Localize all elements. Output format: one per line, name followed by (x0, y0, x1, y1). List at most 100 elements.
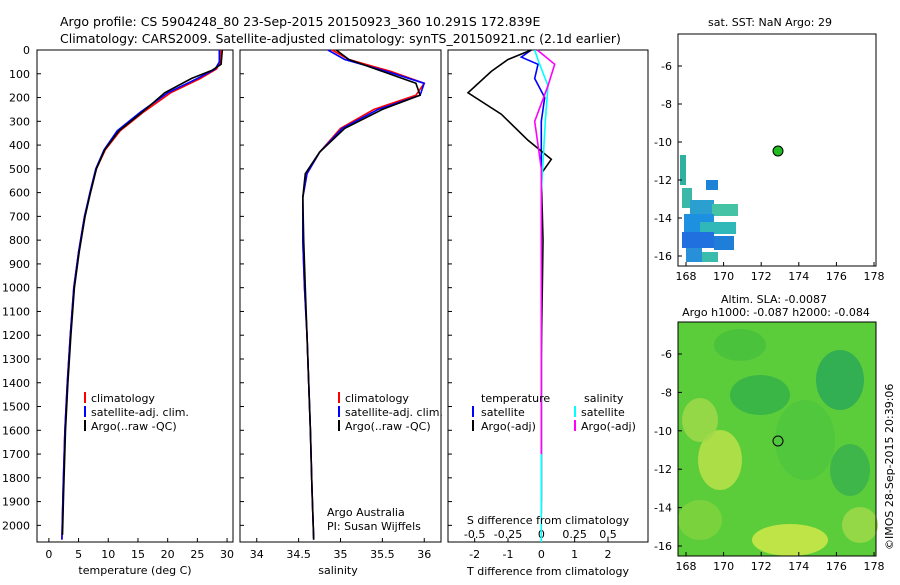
difference-t-tick-label: -1 (503, 548, 514, 561)
sla-xtick-label: 174 (788, 560, 809, 573)
sla-map (677, 321, 878, 557)
temperature-x-axis: 0 5 10 15 20 25 30 (45, 538, 234, 561)
temperature-xtick-label: 5 (75, 548, 82, 561)
difference-t-tick-label: 0 (538, 548, 545, 561)
sst-map-border (677, 33, 877, 267)
legend-swatch-climatology (84, 392, 86, 403)
legend-label-satellite: satellite-adj. clim. (345, 406, 443, 419)
sst-map (677, 33, 877, 267)
difference-t-tick-label: 2 (605, 548, 612, 561)
depth-tick-label: 1100 (2, 305, 30, 318)
temperature-series (61, 49, 224, 540)
sla-ytick-label: -16 (654, 540, 672, 553)
sst-ytick-label: -10 (654, 136, 672, 149)
sla-map-border (677, 321, 877, 557)
salinity-xlabel: salinity (318, 564, 358, 577)
legend-title-temperature: temperature (481, 392, 550, 405)
sst-map-title: sat. SST: NaN Argo: 29 (708, 16, 832, 29)
sla-ytick-label: -8 (661, 386, 672, 399)
salinity-x-axis: 34 34.5 35 35.5 36 (250, 538, 431, 561)
depth-tick-label: 0 (23, 44, 30, 57)
legend-swatch-argo (84, 420, 86, 431)
sst-patch (682, 188, 692, 208)
legend-swatch-sal-satellite (574, 406, 576, 417)
salinity-xtick-label: 34.5 (286, 548, 311, 561)
sla-xtick-label: 178 (864, 560, 885, 573)
depth-tick-label: 400 (9, 139, 30, 152)
temperature-xtick-label: 20 (161, 548, 175, 561)
depth-tick-label: 2000 (2, 519, 30, 532)
depth-tick-label: 600 (9, 187, 30, 200)
sla-ytick-label: -14 (654, 502, 672, 515)
temperature-legend: climatology satellite-adj. clim. Argo(..… (84, 392, 189, 433)
sla-xtick-label: 170 (713, 560, 734, 573)
pi-note: PI: Susan Wijffels (327, 520, 421, 533)
sst-patch (702, 252, 718, 262)
legend-label-sal-argo: Argo(-adj) (581, 420, 636, 433)
sla-field-patch (816, 350, 864, 410)
s-difference-label: S difference from climatology (467, 514, 630, 527)
sst-xtick-label: 170 (713, 270, 734, 283)
sla-ytick-label: -6 (661, 348, 672, 361)
sst-ytick-label: -6 (661, 60, 672, 73)
sla-field-patch (830, 444, 870, 496)
legend-swatch-argo (338, 420, 340, 431)
sla-ytick-label: -12 (654, 463, 672, 476)
depth-tick-label: 700 (9, 210, 30, 223)
legend-swatch-satellite (84, 406, 86, 417)
depth-tick-label: 1600 (2, 424, 30, 437)
sla-field-patch (842, 507, 878, 543)
sla-argo-location-marker (772, 435, 784, 447)
temperature-xtick-label: 30 (220, 548, 234, 561)
depth-axis: 0 100 200 300 400 500 600 700 800 900 1000 1100 1200… (2, 44, 452, 532)
legend-label-argo: Argo(..raw -QC) (91, 420, 177, 433)
depth-tick-label: 900 (9, 258, 30, 271)
sst-patch (682, 232, 714, 248)
legend-label-argo: Argo(..raw -QC) (345, 420, 431, 433)
sla-map-title-1: Altim. SLA: -0.0087 (721, 293, 827, 306)
sst-patch (712, 204, 738, 216)
sst-patch (706, 180, 718, 190)
legend-swatch-satellite (338, 406, 340, 417)
legend-label-climatology: climatology (345, 392, 409, 405)
sla-field-patch (698, 430, 742, 490)
salinity-panel-frame (239, 49, 442, 543)
sst-patch (680, 155, 686, 185)
depth-tick-label: 1500 (2, 401, 30, 414)
difference-t-tick-label: 1 (571, 548, 578, 561)
legend-swatch-temp-satellite (472, 406, 474, 417)
sla-map-title-2: Argo h1000: -0.087 h2000: -0.084 (682, 306, 870, 319)
depth-tick-label: 100 (9, 68, 30, 81)
sla-field-patch (678, 500, 722, 540)
difference-t-tick-label: -2 (469, 548, 480, 561)
difference-s-tick-label: 0.5 (599, 528, 617, 541)
temperature-climatology-line (61, 50, 222, 540)
salinity-xtick-label: 35 (334, 548, 348, 561)
sla-field-patch (730, 375, 790, 415)
temperature-argo-raw-qc--line (61, 49, 224, 535)
depth-tick-label: 1400 (2, 377, 30, 390)
difference-salinity-argo-adj--line (533, 49, 556, 455)
legend-swatch-temp-argo (472, 420, 474, 431)
depth-tick-label: 1000 (2, 282, 30, 295)
sst-ytick-label: -12 (654, 174, 672, 187)
legend-label-climatology: climatology (91, 392, 155, 405)
legend-swatch-climatology (338, 392, 340, 403)
salinity-legend: climatology satellite-adj. clim. Argo(..… (338, 392, 443, 433)
sst-xtick-label: 174 (788, 270, 809, 283)
difference-s-tick-label: 0.25 (562, 528, 587, 541)
depth-tick-label: 1300 (2, 353, 30, 366)
sst-map-axes: -6 -8 -10 -12 -14 -16 168 170 172 174 176 178 (654, 60, 884, 283)
difference-series (466, 49, 556, 542)
sla-ytick-label: -10 (654, 425, 672, 438)
difference-s-tick-label: -0.25 (494, 528, 522, 541)
sla-field-patch (775, 400, 835, 480)
salinity-xtick-label: 34 (250, 548, 264, 561)
salinity-xtick-label: 35.5 (370, 548, 395, 561)
depth-tick-label: 1800 (2, 472, 30, 485)
temperature-xlabel: temperature (deg C) (78, 564, 191, 577)
legend-title-salinity: salinity (584, 392, 624, 405)
credit-text: ©IMOS 28-Sep-2015 20:39:06 (883, 384, 896, 550)
temperature-xtick-label: 0 (45, 548, 52, 561)
legend-label-satellite: satellite-adj. clim. (91, 406, 189, 419)
